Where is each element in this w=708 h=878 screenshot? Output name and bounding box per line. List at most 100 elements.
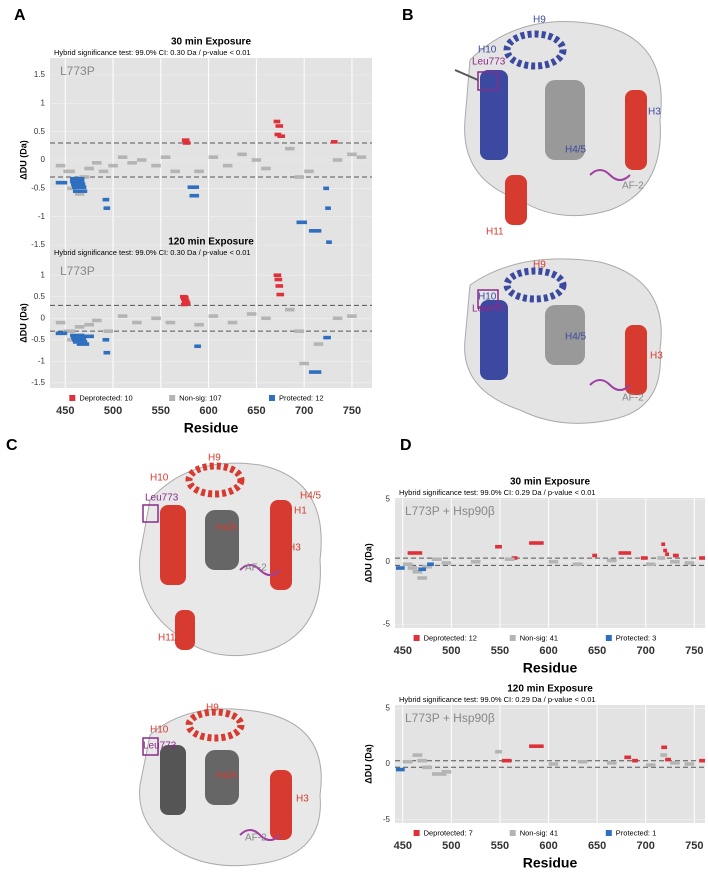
peptide-segment: [699, 758, 705, 763]
y-tick-label: 0: [386, 759, 391, 768]
structure: [454, 21, 662, 225]
peptide-segment: [246, 312, 257, 316]
peptide-segment: [277, 134, 286, 138]
peptide-segment: [640, 556, 648, 560]
peptide-segment: [71, 182, 86, 187]
structure-label: H4/5: [300, 491, 322, 502]
structure-label: H3: [648, 107, 661, 118]
peptide-segment: [592, 553, 598, 558]
peptide-segment: [181, 295, 189, 300]
peptide-segment: [661, 542, 666, 547]
peptide-segment: [222, 163, 233, 168]
legend-label: Protected: 3: [616, 633, 656, 642]
chart-subtitle: Hybrid significance test: 99.0% CI: 0.29…: [399, 695, 596, 704]
peptide-segment: [55, 331, 68, 336]
peptide-segment: [55, 180, 68, 185]
x-tick-label: 450: [394, 840, 412, 852]
structure-label: Leu773: [143, 741, 177, 752]
peptide-segment: [504, 557, 515, 562]
x-tick-label: 500: [442, 645, 460, 657]
chart-title: 120 min Exposure: [507, 684, 593, 695]
x-tick-label: 600: [539, 840, 557, 852]
peptide-segment: [577, 759, 588, 764]
peptide-segment: [170, 169, 180, 174]
structure: [139, 462, 322, 657]
peptide-segment: [74, 192, 85, 196]
peptide-segment: [181, 138, 190, 142]
peptide-segment: [117, 314, 128, 318]
legend-swatch: [268, 395, 275, 401]
peptide-segment: [151, 316, 161, 321]
x-tick-label: 600: [539, 645, 557, 657]
peptide-segment: [529, 541, 544, 545]
structure-label: H3: [288, 543, 301, 554]
structure: [464, 258, 662, 424]
peptide-segment: [294, 329, 305, 333]
peptide-segment: [395, 566, 405, 570]
structure-label: H10: [478, 45, 497, 56]
peptide-segment: [92, 318, 102, 323]
structure-label: H9: [533, 15, 546, 26]
y-axis-label: ΔDU (Da): [18, 303, 28, 342]
chart-title: 30 min Exposure: [510, 477, 590, 488]
structure-label: Leu773: [472, 57, 506, 68]
x-tick-label: 700: [637, 840, 655, 852]
structure-label: H10: [150, 725, 169, 736]
legend-swatch: [509, 635, 516, 641]
peptide-segment: [132, 320, 142, 325]
peptide-segment: [71, 337, 87, 342]
peptide-segment: [402, 562, 413, 567]
peptide-segment: [117, 155, 128, 159]
peptide-segment: [55, 163, 66, 168]
structure-label: H11: [486, 227, 504, 238]
annotation: L773P: [60, 264, 95, 278]
peptide-segment: [347, 314, 357, 318]
structure-label: H3: [296, 794, 309, 805]
legend-swatch: [509, 830, 516, 836]
peptide-segment: [261, 316, 271, 321]
x-axis-label: Residue: [523, 855, 578, 871]
peptide-segment: [187, 185, 200, 189]
y-tick-label: 0.5: [34, 127, 46, 136]
peptide-segment: [495, 544, 502, 549]
structure-label: H4/5: [565, 332, 587, 343]
structure-label: H3: [650, 351, 663, 362]
peptide-segment: [395, 767, 405, 772]
peptide-segment: [645, 562, 656, 567]
peptide-segment: [684, 561, 695, 565]
y-tick-label: -5: [383, 815, 391, 824]
peptide-segment: [412, 753, 423, 757]
annotation: L773P: [60, 64, 95, 78]
peptide-segment: [70, 176, 85, 181]
peptide-segment: [332, 316, 343, 321]
structure-label: AF-2: [245, 833, 267, 844]
peptide-segment: [330, 140, 338, 144]
peptide-segment: [71, 335, 86, 340]
peptide-segment: [273, 119, 281, 124]
peptide-segment: [657, 556, 666, 560]
legend-label: Deprotected: 12: [424, 633, 477, 642]
peptide-segment: [194, 344, 201, 349]
peptide-segment: [296, 220, 308, 225]
annotation: L773P + Hsp90β: [405, 504, 495, 518]
peptide-segment: [412, 569, 423, 574]
chart-title: 120 min Exposure: [168, 237, 254, 248]
peptide-segment: [417, 758, 428, 763]
peptide-segment: [672, 553, 679, 558]
chart-subtitle: Hybrid significance test: 99.0% CI: 0.30…: [54, 248, 251, 257]
structure-label: H4/5: [216, 523, 238, 534]
peptide-segment: [501, 758, 512, 763]
x-tick-label: 700: [295, 405, 313, 417]
panel-label: A: [14, 7, 26, 24]
peptide-segment: [63, 329, 75, 333]
x-tick-label: 650: [247, 405, 265, 417]
peptide-segment: [660, 753, 668, 757]
peptide-segment: [618, 551, 632, 555]
y-tick-label: 1: [41, 98, 46, 107]
peptide-segment: [684, 762, 695, 766]
legend-swatch: [169, 395, 176, 401]
structure-label: H11: [158, 633, 176, 644]
peptide-segment: [71, 185, 87, 189]
peptide-segment: [160, 155, 171, 159]
